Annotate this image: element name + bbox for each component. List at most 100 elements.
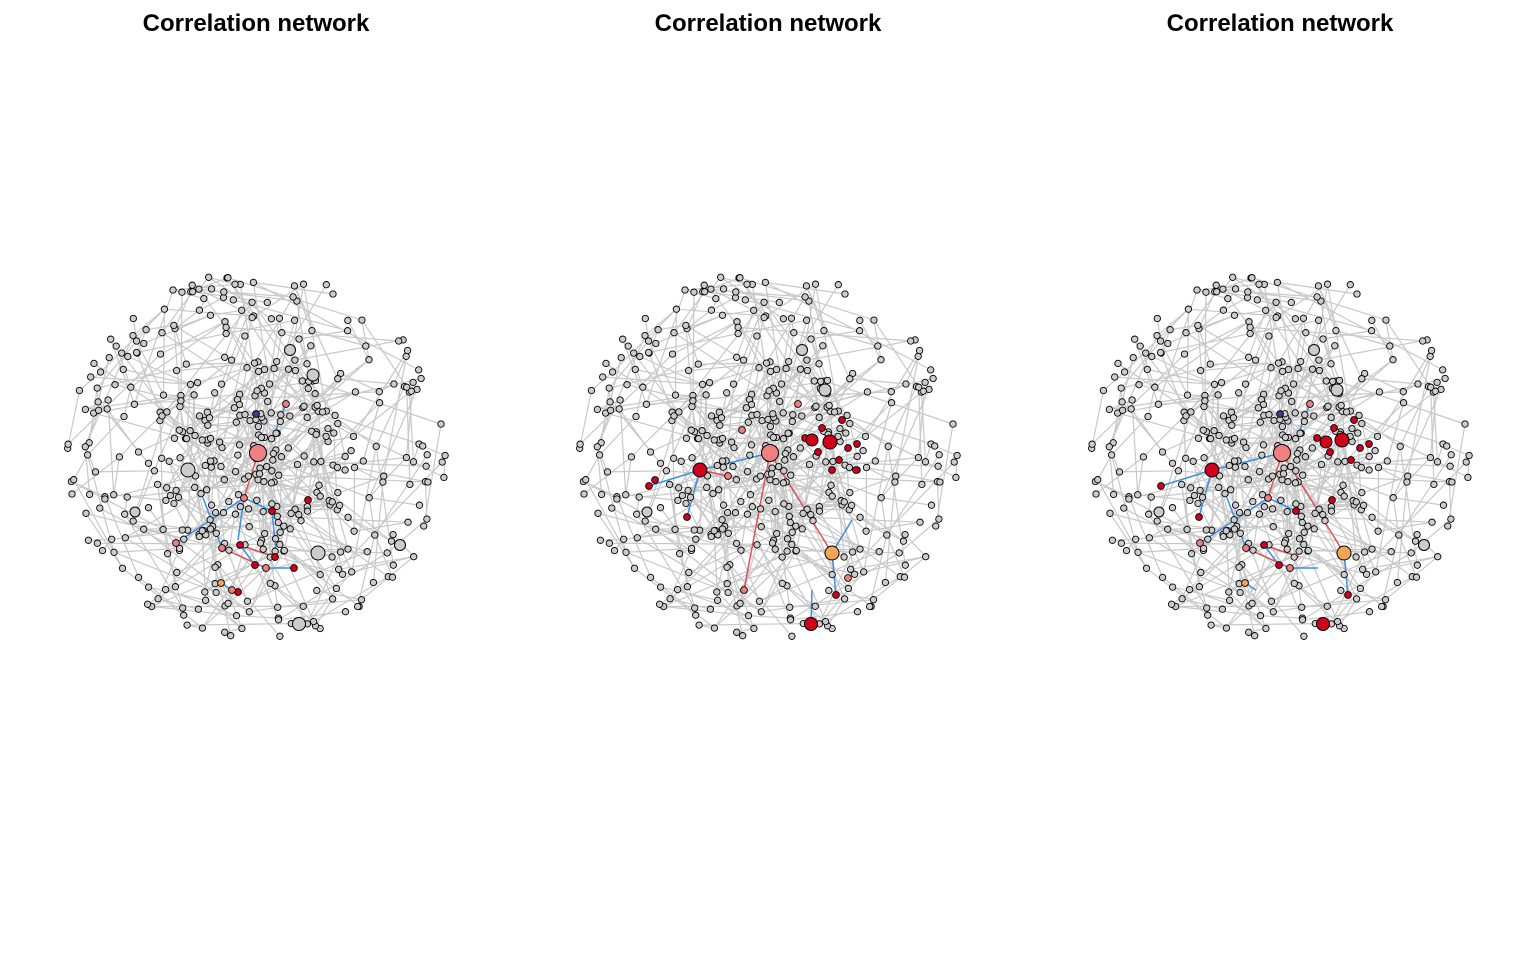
network-node bbox=[1268, 505, 1277, 513]
network-node bbox=[1269, 608, 1277, 616]
network-edge bbox=[207, 439, 236, 472]
network-node bbox=[1153, 331, 1161, 340]
network-edge bbox=[732, 302, 765, 385]
network-edge bbox=[1393, 497, 1444, 506]
network-node bbox=[1251, 356, 1260, 364]
network-node bbox=[1230, 311, 1239, 319]
network-node bbox=[815, 507, 824, 515]
highlighted-node bbox=[853, 440, 861, 448]
network-node bbox=[268, 500, 276, 508]
network-node bbox=[641, 517, 649, 525]
network-edge bbox=[294, 508, 389, 578]
network-node bbox=[1393, 578, 1402, 587]
network-edge bbox=[658, 324, 686, 331]
network-edge bbox=[260, 501, 333, 544]
hub-node bbox=[249, 444, 267, 462]
network-edge bbox=[1371, 516, 1416, 542]
network-node bbox=[717, 414, 726, 422]
network-node bbox=[201, 588, 209, 596]
network-node bbox=[723, 580, 731, 588]
network-edge bbox=[686, 314, 723, 330]
network-edge bbox=[795, 525, 880, 553]
network-node bbox=[713, 461, 721, 470]
network-node bbox=[796, 444, 804, 452]
network-edge bbox=[1385, 319, 1394, 360]
network-edge bbox=[1301, 599, 1386, 608]
network-edge bbox=[1198, 309, 1224, 330]
network-node bbox=[670, 329, 678, 337]
network-node bbox=[402, 352, 410, 360]
network-node bbox=[815, 413, 823, 422]
network-node bbox=[646, 573, 655, 582]
network-node bbox=[1219, 285, 1227, 293]
network-node bbox=[343, 327, 352, 335]
hub-node bbox=[805, 433, 819, 447]
network-edge bbox=[1346, 411, 1444, 445]
network-edge bbox=[849, 423, 919, 459]
network-node bbox=[1280, 539, 1289, 547]
network-node bbox=[710, 624, 719, 632]
network-edge bbox=[849, 423, 858, 457]
network-edge bbox=[1244, 466, 1264, 496]
network-edge bbox=[248, 550, 276, 613]
network-node bbox=[874, 342, 882, 350]
network-node bbox=[1292, 467, 1300, 475]
network-edge bbox=[1259, 500, 1354, 515]
network-node bbox=[1182, 412, 1190, 420]
network-node bbox=[1354, 429, 1362, 437]
network-node bbox=[1314, 282, 1323, 290]
network-edge bbox=[1156, 308, 1189, 337]
network-edge bbox=[1307, 525, 1392, 553]
network-node bbox=[605, 539, 614, 547]
network-node bbox=[297, 517, 305, 525]
network-node bbox=[275, 314, 284, 322]
network-edge bbox=[785, 369, 802, 483]
network-node bbox=[274, 603, 282, 611]
network-node bbox=[620, 535, 628, 543]
network-node bbox=[276, 417, 284, 426]
highlighted-node bbox=[268, 507, 276, 515]
network-node bbox=[713, 596, 722, 604]
network-edge bbox=[790, 552, 900, 621]
network-edge bbox=[351, 446, 377, 573]
highlighted-node bbox=[1242, 544, 1250, 552]
network-node bbox=[784, 429, 792, 437]
network-node bbox=[1269, 523, 1277, 531]
network-node bbox=[1274, 359, 1283, 367]
network-node bbox=[883, 531, 891, 539]
network-node bbox=[1114, 359, 1122, 368]
network-node bbox=[817, 377, 825, 386]
highlighted-node bbox=[282, 400, 290, 408]
network-node bbox=[423, 451, 431, 459]
network-node bbox=[1094, 476, 1102, 484]
network-node bbox=[594, 509, 602, 517]
network-node bbox=[1441, 374, 1449, 383]
network-node bbox=[1180, 350, 1189, 358]
network-node bbox=[220, 288, 228, 296]
network-edge bbox=[154, 470, 245, 480]
network-edge bbox=[1151, 481, 1299, 498]
network-edge bbox=[235, 388, 309, 472]
hub-node bbox=[310, 545, 326, 561]
network-node bbox=[172, 366, 181, 375]
network-node bbox=[656, 504, 665, 512]
network-node bbox=[198, 436, 206, 444]
nodes bbox=[1088, 273, 1473, 640]
network-node bbox=[316, 570, 324, 579]
network-node bbox=[308, 326, 316, 335]
network-node bbox=[1300, 540, 1308, 549]
network-node bbox=[859, 447, 867, 455]
network-edge bbox=[1119, 470, 1179, 473]
network-node bbox=[1399, 388, 1407, 396]
network-node bbox=[1168, 583, 1177, 591]
network-edge bbox=[95, 470, 155, 473]
network-node bbox=[1111, 373, 1119, 381]
network-edge bbox=[169, 434, 259, 462]
network-node bbox=[1267, 364, 1275, 372]
network-node bbox=[822, 458, 830, 466]
network-edge bbox=[849, 378, 906, 385]
network-panel-2: Correlation network bbox=[512, 0, 1024, 960]
network-edge bbox=[880, 497, 888, 536]
network-edge bbox=[123, 368, 191, 385]
network-node bbox=[182, 434, 191, 443]
